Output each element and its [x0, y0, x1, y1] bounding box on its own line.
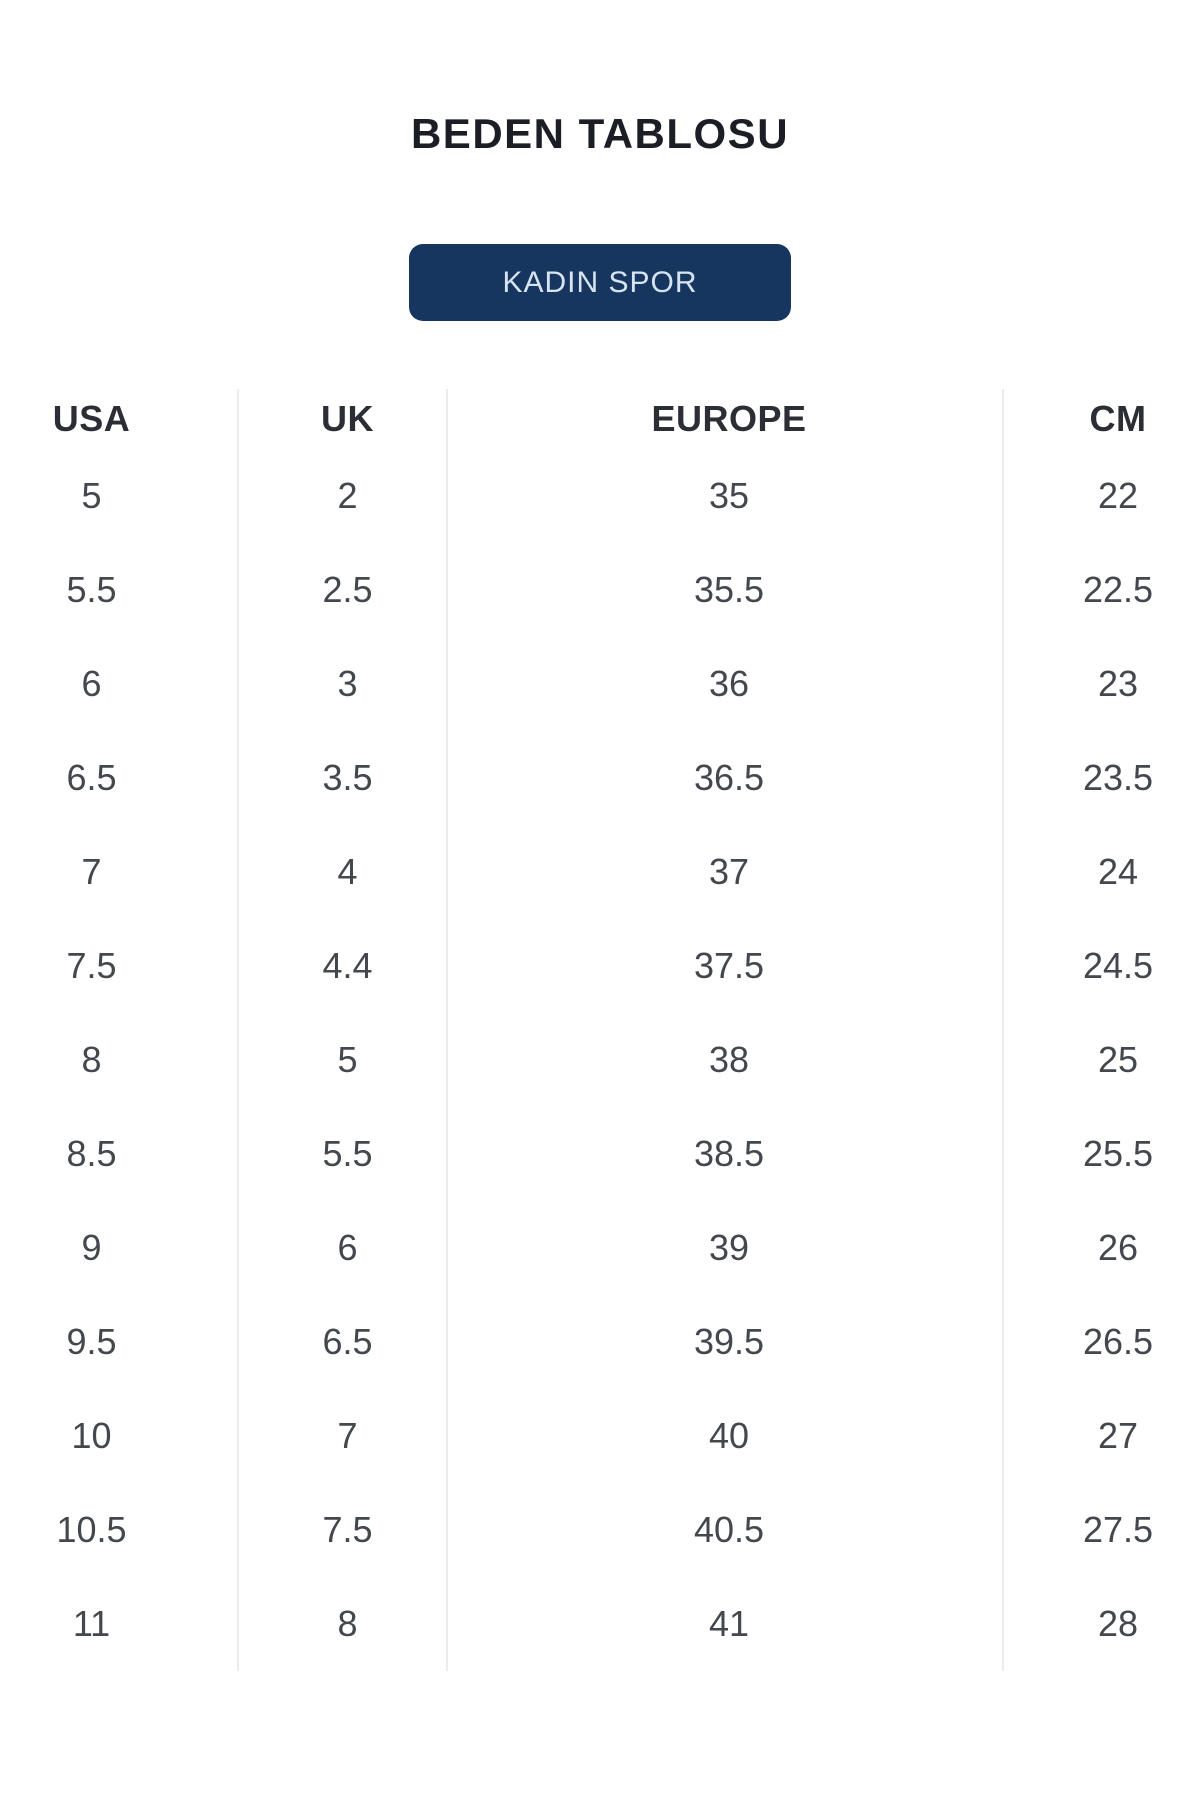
header-row: USA UK EUROPE CM	[0, 389, 1200, 449]
size-cell: 37	[447, 825, 1004, 919]
page-title: BEDEN TABLOSU	[410, 110, 790, 157]
table-row: 7.5 4.4 37.5 24.5	[0, 919, 1200, 1013]
size-cell: 3.5	[238, 731, 448, 825]
table-row: 8 5 38 25	[0, 1013, 1200, 1107]
size-cell: 38	[447, 1013, 1004, 1107]
size-cell: 23.5	[1003, 731, 1200, 825]
table-row: 6.5 3.5 36.5 23.5	[0, 731, 1200, 825]
size-cell: 28	[1003, 1577, 1200, 1671]
size-cell: 6	[238, 1201, 448, 1295]
table-row: 8.5 5.5 38.5 25.5	[0, 1107, 1200, 1201]
size-cell: 5.5	[238, 1107, 448, 1201]
table-row: 5.5 2.5 35.5 22.5	[0, 543, 1200, 637]
size-cell: 22	[1003, 449, 1200, 543]
size-table: USA UK EUROPE CM 5 2 35 22 5.5 2.5 35.5 22.5 6 3 36 23…	[0, 389, 1200, 1671]
size-cell: 5	[0, 449, 239, 543]
table-row: 6 3 36 23	[0, 637, 1200, 731]
size-cell: 40	[447, 1389, 1004, 1483]
size-cell: 7.5	[238, 1483, 448, 1577]
size-cell: 38.5	[447, 1107, 1004, 1201]
size-cell: 10	[0, 1389, 239, 1483]
category-button-kadin-spor[interactable]: KADIN SPOR	[409, 244, 791, 321]
size-cell: 7	[238, 1389, 448, 1483]
size-cell: 8	[238, 1577, 448, 1671]
size-cell: 9	[0, 1201, 239, 1295]
size-cell: 7	[0, 825, 239, 919]
size-cell: 36.5	[447, 731, 1004, 825]
size-cell: 39.5	[447, 1295, 1004, 1389]
size-cell: 6	[0, 637, 239, 731]
size-cell: 40.5	[447, 1483, 1004, 1577]
size-cell: 27.5	[1003, 1483, 1200, 1577]
size-cell: 6.5	[0, 731, 239, 825]
size-cell: 8	[0, 1013, 239, 1107]
column-header-europe: EUROPE	[447, 389, 1004, 449]
size-cell: 4	[238, 825, 448, 919]
size-cell: 36	[447, 637, 1004, 731]
size-cell: 26.5	[1003, 1295, 1200, 1389]
table-row: 7 4 37 24	[0, 825, 1200, 919]
size-cell: 37.5	[447, 919, 1004, 1013]
size-cell: 25	[1003, 1013, 1200, 1107]
size-cell: 5.5	[0, 543, 239, 637]
size-cell: 41	[447, 1577, 1004, 1671]
size-cell: 4.4	[238, 919, 448, 1013]
size-cell: 35.5	[447, 543, 1004, 637]
column-header-usa: USA	[0, 389, 239, 449]
size-cell: 39	[447, 1201, 1004, 1295]
table-row: 11 8 41 28	[0, 1577, 1200, 1671]
size-cell: 24.5	[1003, 919, 1200, 1013]
size-cell: 5	[238, 1013, 448, 1107]
size-cell: 24	[1003, 825, 1200, 919]
size-cell: 6.5	[238, 1295, 448, 1389]
size-cell: 2.5	[238, 543, 448, 637]
size-cell: 10.5	[0, 1483, 239, 1577]
column-header-cm: CM	[1003, 389, 1200, 449]
size-cell: 27	[1003, 1389, 1200, 1483]
category-button-row: KADIN SPOR	[0, 244, 1200, 321]
column-header-uk: UK	[238, 389, 448, 449]
size-cell: 35	[447, 449, 1004, 543]
size-cell: 2	[238, 449, 448, 543]
size-cell: 7.5	[0, 919, 239, 1013]
size-cell: 22.5	[1003, 543, 1200, 637]
table-row: 9.5 6.5 39.5 26.5	[0, 1295, 1200, 1389]
table-row: 9 6 39 26	[0, 1201, 1200, 1295]
size-cell: 3	[238, 637, 448, 731]
table-body: 5 2 35 22 5.5 2.5 35.5 22.5 6 3 36 23 6.5 3.5 36.5 23.5…	[0, 449, 1200, 1671]
size-cell: 11	[0, 1577, 239, 1671]
size-cell: 8.5	[0, 1107, 239, 1201]
table-row: 5 2 35 22	[0, 449, 1200, 543]
size-cell: 23	[1003, 637, 1200, 731]
table-row: 10 7 40 27	[0, 1389, 1200, 1483]
size-cell: 26	[1003, 1201, 1200, 1295]
size-cell: 25.5	[1003, 1107, 1200, 1201]
size-cell: 9.5	[0, 1295, 239, 1389]
table-row: 10.5 7.5 40.5 27.5	[0, 1483, 1200, 1577]
